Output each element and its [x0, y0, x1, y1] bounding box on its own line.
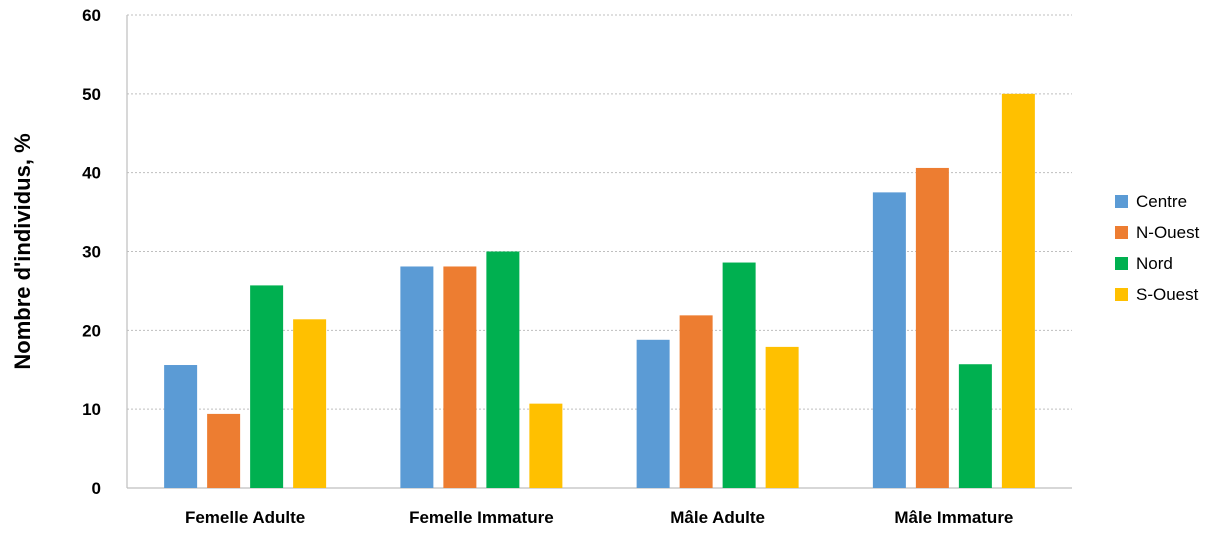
bar-nord-2	[486, 251, 520, 488]
y-tick-label: 20	[82, 321, 101, 340]
legend-swatch	[1115, 226, 1128, 239]
bar-n-ouest-2	[443, 266, 477, 488]
y-tick-label: 0	[92, 479, 101, 498]
x-category-label: Femelle Immature	[409, 508, 554, 527]
legend-label: S-Ouest	[1136, 285, 1199, 304]
y-tick-labels: 0 10 20 30 40 50 60	[82, 6, 101, 498]
x-category-labels: Femelle Adulte Femelle Immature Mâle Adult…	[185, 508, 1013, 527]
legend: Centre N-Ouest Nord S-Ouest	[1115, 192, 1200, 304]
y-tick-label: 50	[82, 85, 101, 104]
x-category-label: Femelle Adulte	[185, 508, 305, 527]
x-category-label: Mâle Immature	[894, 508, 1013, 527]
bar-n-ouest-1	[207, 413, 241, 488]
bar-s-ouest-3	[765, 346, 799, 488]
legend-swatch	[1115, 195, 1128, 208]
legend-label: N-Ouest	[1136, 223, 1200, 242]
bar-nord-1	[250, 285, 284, 488]
bar-n-ouest-4	[915, 167, 949, 489]
legend-swatch	[1115, 257, 1128, 270]
axes	[126, 15, 1072, 489]
legend-label: Nord	[1136, 254, 1173, 273]
bar-centre-2	[400, 266, 434, 488]
y-tick-label: 30	[82, 243, 101, 262]
y-tick-label: 60	[82, 6, 101, 25]
bar-s-ouest-4	[1001, 93, 1035, 488]
bar-n-ouest-3	[679, 315, 713, 488]
bar-nord-4	[958, 364, 992, 488]
y-axis-label: Nombre d'individus, %	[10, 133, 35, 369]
x-category-label: Mâle Adulte	[670, 508, 765, 527]
y-tick-label: 10	[82, 400, 101, 419]
bar-centre-3	[636, 339, 670, 488]
legend-label: Centre	[1136, 192, 1187, 211]
bars	[164, 93, 1035, 489]
bar-nord-3	[722, 262, 756, 488]
bar-s-ouest-1	[293, 319, 327, 488]
bar-centre-1	[164, 365, 198, 488]
bar-s-ouest-2	[529, 403, 563, 488]
bar-centre-4	[872, 192, 906, 488]
legend-swatch	[1115, 288, 1128, 301]
y-tick-label: 40	[82, 164, 101, 183]
gridlines	[127, 14, 1072, 410]
